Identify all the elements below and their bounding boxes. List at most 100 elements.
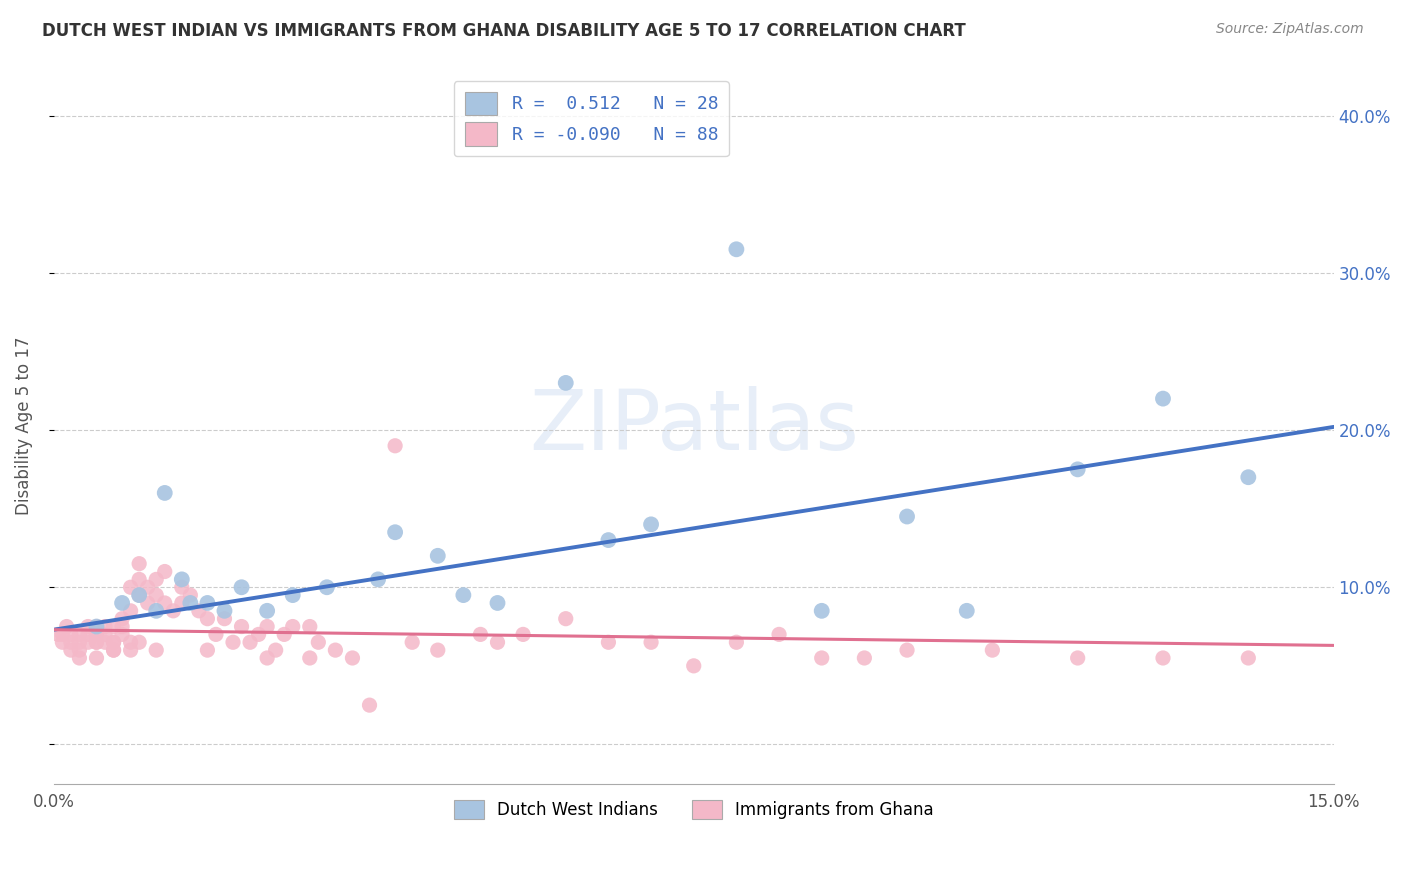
Point xyxy=(426,643,449,657)
Point xyxy=(470,627,492,641)
Text: ZIPatlas: ZIPatlas xyxy=(529,385,859,467)
Point xyxy=(94,635,117,649)
Point xyxy=(59,643,82,657)
Point xyxy=(145,573,167,587)
Point xyxy=(187,604,209,618)
Point xyxy=(145,588,167,602)
Point xyxy=(153,565,176,579)
Point xyxy=(486,596,509,610)
Point xyxy=(86,619,108,633)
Text: Source: ZipAtlas.com: Source: ZipAtlas.com xyxy=(1216,22,1364,37)
Point xyxy=(46,627,69,641)
Point xyxy=(1066,462,1088,476)
Point xyxy=(197,612,219,626)
Point xyxy=(136,580,159,594)
Point xyxy=(810,651,832,665)
Point xyxy=(231,619,253,633)
Point xyxy=(94,619,117,633)
Point xyxy=(401,635,423,649)
Point xyxy=(239,635,262,649)
Point xyxy=(145,604,167,618)
Point xyxy=(256,604,278,618)
Point xyxy=(231,580,253,594)
Point xyxy=(128,588,150,602)
Point xyxy=(640,635,662,649)
Point xyxy=(94,627,117,641)
Point xyxy=(197,643,219,657)
Point xyxy=(170,596,193,610)
Point xyxy=(315,580,337,594)
Point xyxy=(128,635,150,649)
Point xyxy=(86,619,108,633)
Point xyxy=(342,651,364,665)
Point xyxy=(981,643,1004,657)
Point xyxy=(77,627,100,641)
Point xyxy=(281,588,304,602)
Point xyxy=(725,242,748,256)
Point xyxy=(111,612,134,626)
Point xyxy=(247,627,270,641)
Point xyxy=(179,596,201,610)
Point xyxy=(896,509,918,524)
Point xyxy=(640,517,662,532)
Point xyxy=(512,627,534,641)
Point xyxy=(256,651,278,665)
Point xyxy=(103,619,125,633)
Point xyxy=(59,635,82,649)
Point xyxy=(554,612,576,626)
Point xyxy=(67,651,90,665)
Point xyxy=(1152,651,1174,665)
Point xyxy=(128,573,150,587)
Point xyxy=(128,588,150,602)
Point xyxy=(725,635,748,649)
Point xyxy=(896,643,918,657)
Point xyxy=(598,533,620,547)
Point xyxy=(1237,470,1260,484)
Point xyxy=(153,596,176,610)
Point xyxy=(810,604,832,618)
Point xyxy=(86,651,108,665)
Point xyxy=(1066,651,1088,665)
Point xyxy=(55,619,77,633)
Point xyxy=(307,635,329,649)
Point xyxy=(67,635,90,649)
Point xyxy=(384,439,406,453)
Point xyxy=(853,651,876,665)
Point xyxy=(325,643,347,657)
Point xyxy=(554,376,576,390)
Point xyxy=(103,643,125,657)
Legend: Dutch West Indians, Immigrants from Ghana: Dutch West Indians, Immigrants from Ghan… xyxy=(447,793,941,825)
Point xyxy=(111,627,134,641)
Point xyxy=(384,525,406,540)
Point xyxy=(162,604,184,618)
Point xyxy=(1152,392,1174,406)
Point xyxy=(453,588,475,602)
Point xyxy=(1237,651,1260,665)
Point xyxy=(86,627,108,641)
Point xyxy=(86,635,108,649)
Text: DUTCH WEST INDIAN VS IMMIGRANTS FROM GHANA DISABILITY AGE 5 TO 17 CORRELATION CH: DUTCH WEST INDIAN VS IMMIGRANTS FROM GHA… xyxy=(42,22,966,40)
Point xyxy=(197,596,219,610)
Point xyxy=(264,643,287,657)
Point xyxy=(103,635,125,649)
Point xyxy=(486,635,509,649)
Point xyxy=(67,643,90,657)
Point xyxy=(103,635,125,649)
Point xyxy=(153,486,176,500)
Point xyxy=(214,604,236,618)
Point xyxy=(281,619,304,633)
Point xyxy=(111,619,134,633)
Point xyxy=(120,580,142,594)
Point xyxy=(214,612,236,626)
Point xyxy=(367,573,389,587)
Point xyxy=(59,627,82,641)
Point xyxy=(170,580,193,594)
Point xyxy=(86,635,108,649)
Point xyxy=(67,627,90,641)
Point xyxy=(51,627,73,641)
Point xyxy=(256,619,278,633)
Point xyxy=(77,635,100,649)
Point xyxy=(298,619,321,633)
Point xyxy=(426,549,449,563)
Point xyxy=(682,658,704,673)
